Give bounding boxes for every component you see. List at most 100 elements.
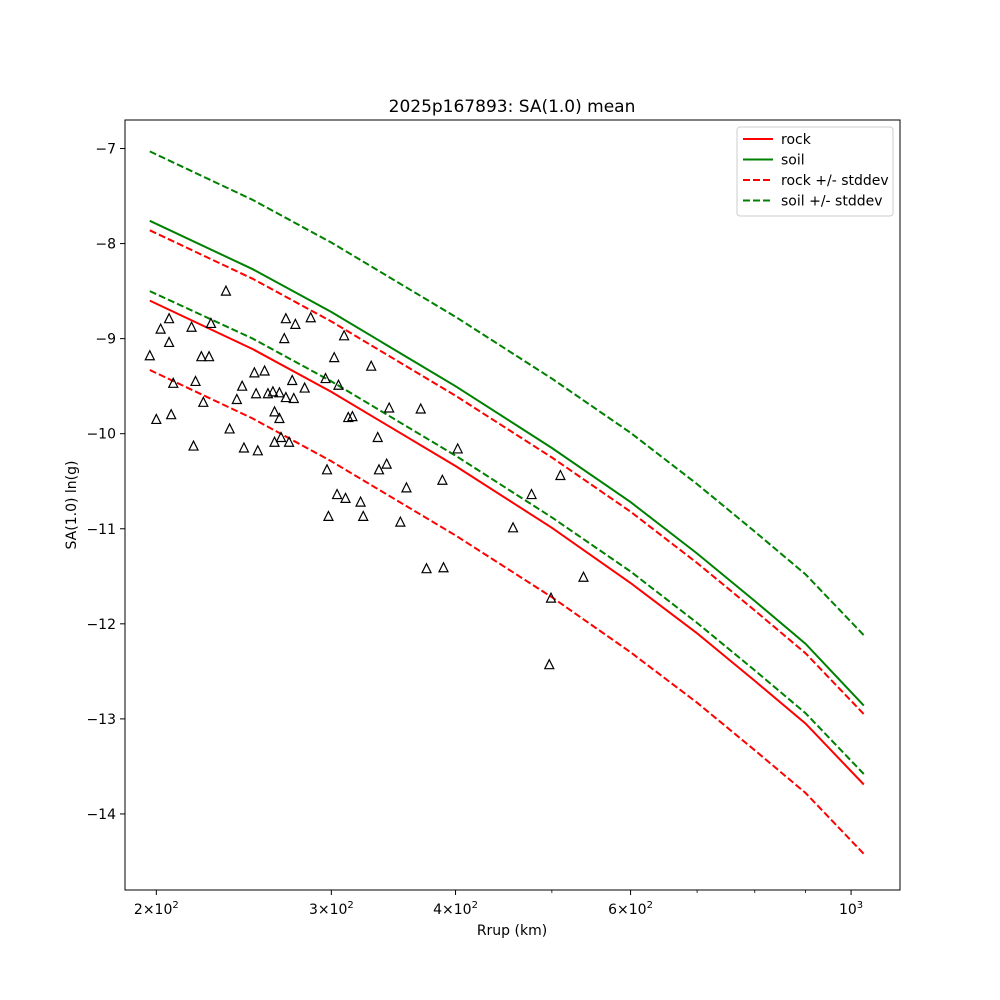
data-point	[381, 457, 393, 469]
data-point	[394, 515, 406, 527]
data-point	[186, 320, 198, 332]
y-tick-label: −9	[95, 332, 116, 348]
data-point	[155, 322, 167, 334]
data-point	[273, 412, 285, 424]
data-point	[220, 284, 232, 296]
data-point	[346, 410, 358, 422]
data-point	[278, 332, 290, 344]
data-point	[248, 366, 260, 378]
data-point	[280, 391, 292, 403]
data-point	[421, 562, 432, 574]
data-point	[322, 510, 334, 522]
series-line-stddev-5	[149, 290, 865, 775]
data-point	[163, 312, 175, 324]
data-point	[236, 379, 248, 391]
y-tick-label: −11	[86, 522, 116, 538]
data-point	[275, 431, 287, 443]
series-line-soil	[149, 219, 865, 707]
chart-title: 2025p167893: SA(1.0) mean	[389, 97, 636, 117]
legend-label: rock +/- stddev	[781, 173, 889, 189]
data-point	[203, 350, 215, 362]
x-tick-label: 6×102	[608, 900, 653, 918]
data-point	[165, 408, 177, 420]
data-point	[415, 402, 427, 414]
data-point	[355, 495, 367, 507]
data-point	[554, 469, 566, 481]
data-point	[320, 372, 332, 384]
legend-label: soil +/- stddev	[781, 194, 883, 210]
data-point	[286, 374, 298, 386]
data-point	[205, 317, 217, 329]
legend-box	[736, 126, 894, 217]
legend-label: rock	[781, 132, 812, 148]
y-tick-label: −14	[86, 807, 116, 823]
data-point	[372, 431, 384, 443]
x-axis-label: Rrup (km)	[477, 923, 547, 939]
data-point	[289, 318, 301, 329]
data-point	[436, 473, 448, 485]
data-point	[338, 329, 350, 341]
x-tick-label: 2×102	[134, 900, 179, 918]
data-point	[357, 510, 369, 522]
x-tick-label: 3×102	[309, 900, 354, 918]
data-point	[144, 349, 156, 361]
data-point	[578, 570, 589, 582]
legend-label: soil	[781, 153, 805, 169]
y-tick-label: −13	[86, 712, 116, 728]
x-axis: 2×102 3×102 4×102 6×102 103	[134, 890, 863, 918]
data-point	[507, 521, 519, 533]
data-point	[224, 422, 236, 434]
data-point	[231, 393, 243, 405]
data-point	[163, 336, 175, 348]
x-tick-label: 103	[839, 900, 863, 918]
data-point	[400, 481, 412, 493]
series-line-rock	[149, 299, 865, 786]
y-tick-label: −10	[86, 427, 116, 443]
data-point	[280, 312, 292, 324]
data-point	[321, 463, 333, 475]
series-line-rock-stddev	[149, 229, 865, 715]
data-point	[150, 413, 162, 425]
data-point	[331, 488, 343, 500]
data-point	[267, 385, 279, 397]
data-point	[283, 435, 295, 447]
data-point	[167, 376, 179, 388]
data-point	[333, 378, 344, 390]
series-line-soil-stddev	[149, 150, 865, 636]
y-tick-label: −12	[86, 617, 116, 633]
data-point	[269, 405, 281, 417]
data-point	[383, 401, 395, 413]
data-point	[273, 386, 285, 398]
data-point	[288, 392, 300, 404]
y-tick-label: −7	[95, 142, 116, 158]
data-point	[373, 463, 385, 475]
y-axis-label: SA(1.0) ln(g)	[64, 461, 80, 550]
legend: rock soil rock +/- stddev soil +/- stddev	[736, 126, 894, 217]
data-point	[259, 364, 271, 376]
plot-frame	[124, 119, 901, 891]
data-point	[340, 492, 351, 503]
y-axis: −7 −8 −9 −10 −11 −12 −13 −14	[86, 142, 125, 823]
data-point	[197, 395, 209, 407]
data-point	[342, 411, 354, 423]
data-point	[305, 311, 317, 323]
data-point	[452, 442, 464, 454]
data-point	[195, 350, 207, 362]
series-line-stddev-3	[149, 369, 865, 855]
data-point	[365, 359, 377, 371]
plot-area	[144, 150, 865, 855]
data-point	[526, 488, 538, 500]
data-point	[543, 658, 555, 670]
data-point	[188, 439, 199, 451]
data-point	[438, 561, 449, 573]
data-point	[238, 441, 250, 453]
data-point	[299, 381, 311, 393]
data-point	[545, 591, 557, 603]
data-point	[250, 387, 262, 399]
data-point	[328, 351, 340, 363]
x-tick-label: 4×102	[433, 900, 478, 918]
data-point	[190, 375, 201, 387]
y-tick-label: −8	[95, 237, 116, 253]
data-point	[252, 444, 264, 456]
